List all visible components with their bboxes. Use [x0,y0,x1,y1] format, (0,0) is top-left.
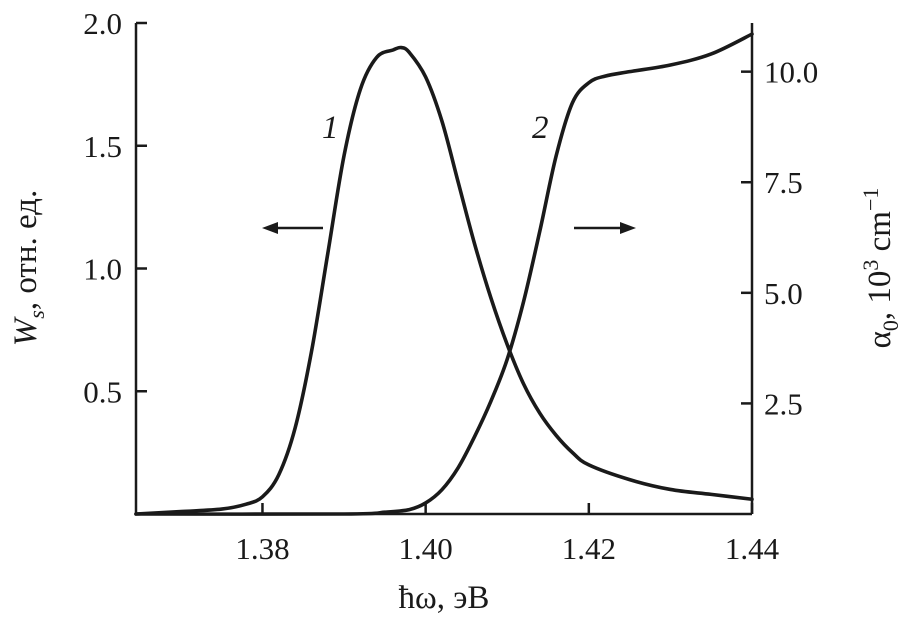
series-1-line [134,45,754,516]
tick-labels: 1.38 1.40 1.42 1.44 0.5 1.0 1.5 2.0 2.5 5.0 7.5 10.… [83,6,818,566]
y-left-tick-label-0: 0.5 [83,374,122,409]
y-right-label-sup1: 3 [858,260,883,271]
y-right-label-main: α [862,331,898,348]
y-left-tick-label-2: 1.5 [83,129,122,164]
x-axis-label: ħω, эВ [399,580,490,616]
x-tick-label-2: 1.42 [562,531,616,566]
y-right-label-sub: 0 [878,320,903,331]
arrow-right-icon [574,222,636,234]
y-left-tick-label-1: 1.0 [83,252,122,287]
x-tick-label-3: 1.44 [725,531,780,566]
y-left-label-sub: s [24,310,49,319]
y-right-tick-label-0: 2.5 [764,386,803,421]
y-right-label-sup2: −1 [858,188,883,211]
y-right-tick-label-1: 5.0 [764,276,803,311]
y-right-label-mid: , 10 [862,271,898,321]
arrow-left-icon [262,222,323,234]
y-left-label-rest: , отн. ед. [8,190,44,310]
curve-2-label: 2 [532,110,549,146]
y-right-tick-label-3: 10.0 [764,55,818,90]
y-left-axis-label: Ws, отн. ед. [8,190,49,346]
curve-1-label: 1 [322,110,339,146]
y-right-label-unit: cm [862,211,898,260]
x-tick-label-1: 1.40 [399,531,453,566]
y-right-axis-label: α0, 103 cm−1 [858,188,903,349]
y-left-label-main: W [8,316,44,346]
y-right-tick-label-2: 7.5 [764,165,803,200]
y-left-tick-label-3: 2.0 [83,6,122,41]
x-tick-label-0: 1.38 [235,531,289,566]
series-2-line [134,32,754,516]
curves [134,32,754,516]
ticks [136,21,754,514]
